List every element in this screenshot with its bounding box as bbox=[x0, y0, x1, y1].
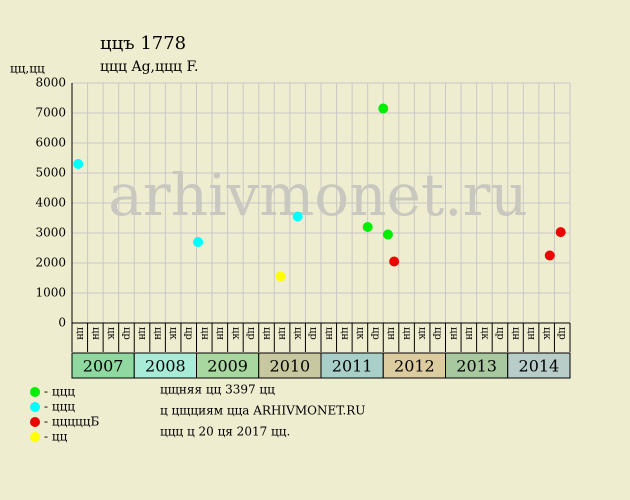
year-cell bbox=[71, 352, 135, 379]
legend-marker bbox=[30, 387, 40, 397]
y-tick-label: 8000 bbox=[35, 76, 66, 90]
x-tick-label: цн bbox=[386, 327, 397, 340]
x-tick-label: цн bbox=[152, 327, 163, 340]
y-tick-label: 2000 bbox=[35, 256, 66, 270]
watermark: arhivmonet.ru bbox=[108, 161, 527, 229]
year-cell bbox=[507, 352, 571, 379]
point bbox=[73, 159, 84, 169]
x-tick-label: цр bbox=[494, 327, 505, 340]
x-tick-label: цр bbox=[245, 327, 256, 340]
x-tick-label: цк bbox=[292, 327, 303, 340]
x-tick-label: цр bbox=[432, 327, 443, 340]
x-tick-label: цн bbox=[463, 327, 474, 340]
y-tick-label: 7000 bbox=[35, 106, 66, 120]
x-tick-label: цр bbox=[370, 327, 381, 340]
year-label: 2009 bbox=[207, 357, 248, 376]
x-tick-label: цр bbox=[308, 327, 319, 340]
year-label: 2010 bbox=[270, 357, 311, 376]
point bbox=[362, 222, 373, 232]
point bbox=[378, 103, 389, 114]
point bbox=[275, 271, 286, 282]
point bbox=[382, 229, 393, 240]
y-tick-label: 5000 bbox=[35, 166, 66, 180]
x-tick-label: цк bbox=[479, 327, 490, 340]
x-tick-label: цк bbox=[417, 327, 428, 340]
legend-marker bbox=[30, 417, 40, 427]
x-tick-label: цр bbox=[557, 327, 568, 340]
point bbox=[555, 227, 566, 238]
x-tick-label: цн bbox=[510, 327, 521, 340]
y-tick-label: 0 bbox=[58, 316, 66, 330]
year-label: 2007 bbox=[83, 357, 124, 376]
year-label: 2011 bbox=[332, 357, 373, 376]
x-tick-label: цн bbox=[448, 327, 459, 340]
x-tick-label: цн bbox=[214, 327, 225, 340]
x-tick-label: цк bbox=[105, 327, 116, 340]
legend-marker bbox=[30, 432, 40, 442]
point bbox=[193, 237, 204, 247]
x-tick-label: цн bbox=[277, 327, 288, 340]
year-label: 2008 bbox=[145, 357, 186, 376]
legend-marker bbox=[30, 402, 40, 412]
point bbox=[544, 250, 555, 261]
legend-label: - цццццБ bbox=[44, 415, 99, 429]
chart-subtitle: ццц Ag,ццц F. bbox=[100, 59, 198, 75]
year-cell bbox=[133, 352, 197, 379]
note: ццц ц 20 ця 2017 цц. bbox=[160, 425, 290, 439]
point bbox=[389, 256, 400, 267]
legend-label: - цц bbox=[44, 430, 68, 444]
year-label: 2014 bbox=[519, 357, 560, 376]
x-tick-label: цк bbox=[230, 327, 241, 340]
x-tick-label: цн bbox=[261, 327, 272, 340]
x-tick-label: цн bbox=[323, 327, 334, 340]
x-tick-label: цр bbox=[121, 327, 132, 340]
x-tick-label: цк bbox=[541, 327, 552, 340]
chart-title: ццъ 1778 bbox=[100, 33, 186, 54]
x-tick-label: цк bbox=[168, 327, 179, 340]
year-cell bbox=[196, 352, 260, 379]
x-tick-label: цн bbox=[74, 327, 85, 340]
year-cell bbox=[445, 352, 509, 379]
x-tick-label: цр bbox=[183, 327, 194, 340]
x-tick-label: цн bbox=[137, 327, 148, 340]
note: цщняя цц 3397 цц bbox=[160, 383, 275, 397]
legend-label: - ццц bbox=[44, 385, 75, 399]
x-tick-label: цк bbox=[354, 327, 365, 340]
point bbox=[292, 211, 303, 222]
year-label: 2013 bbox=[456, 357, 497, 376]
x-tick-label: цн bbox=[526, 327, 537, 340]
year-cell bbox=[382, 352, 446, 379]
x-tick-label: цн bbox=[401, 327, 412, 340]
year-cell bbox=[320, 352, 384, 379]
x-tick-label: цн bbox=[339, 327, 350, 340]
x-tick-label: цн bbox=[199, 327, 210, 340]
legend-label: - ццц bbox=[44, 400, 75, 414]
y-tick-label: 3000 bbox=[35, 226, 66, 240]
year-label: 2012 bbox=[394, 357, 435, 376]
y-tick-label: 6000 bbox=[35, 136, 66, 150]
y-tick-label: 4000 bbox=[35, 196, 66, 210]
note: ц цщциям ццa ARHIVMONET.RU bbox=[160, 404, 365, 418]
y-axis-label: цц,цц bbox=[10, 62, 45, 76]
y-tick-label: 1000 bbox=[35, 286, 66, 300]
x-tick-label: цн bbox=[90, 327, 101, 340]
